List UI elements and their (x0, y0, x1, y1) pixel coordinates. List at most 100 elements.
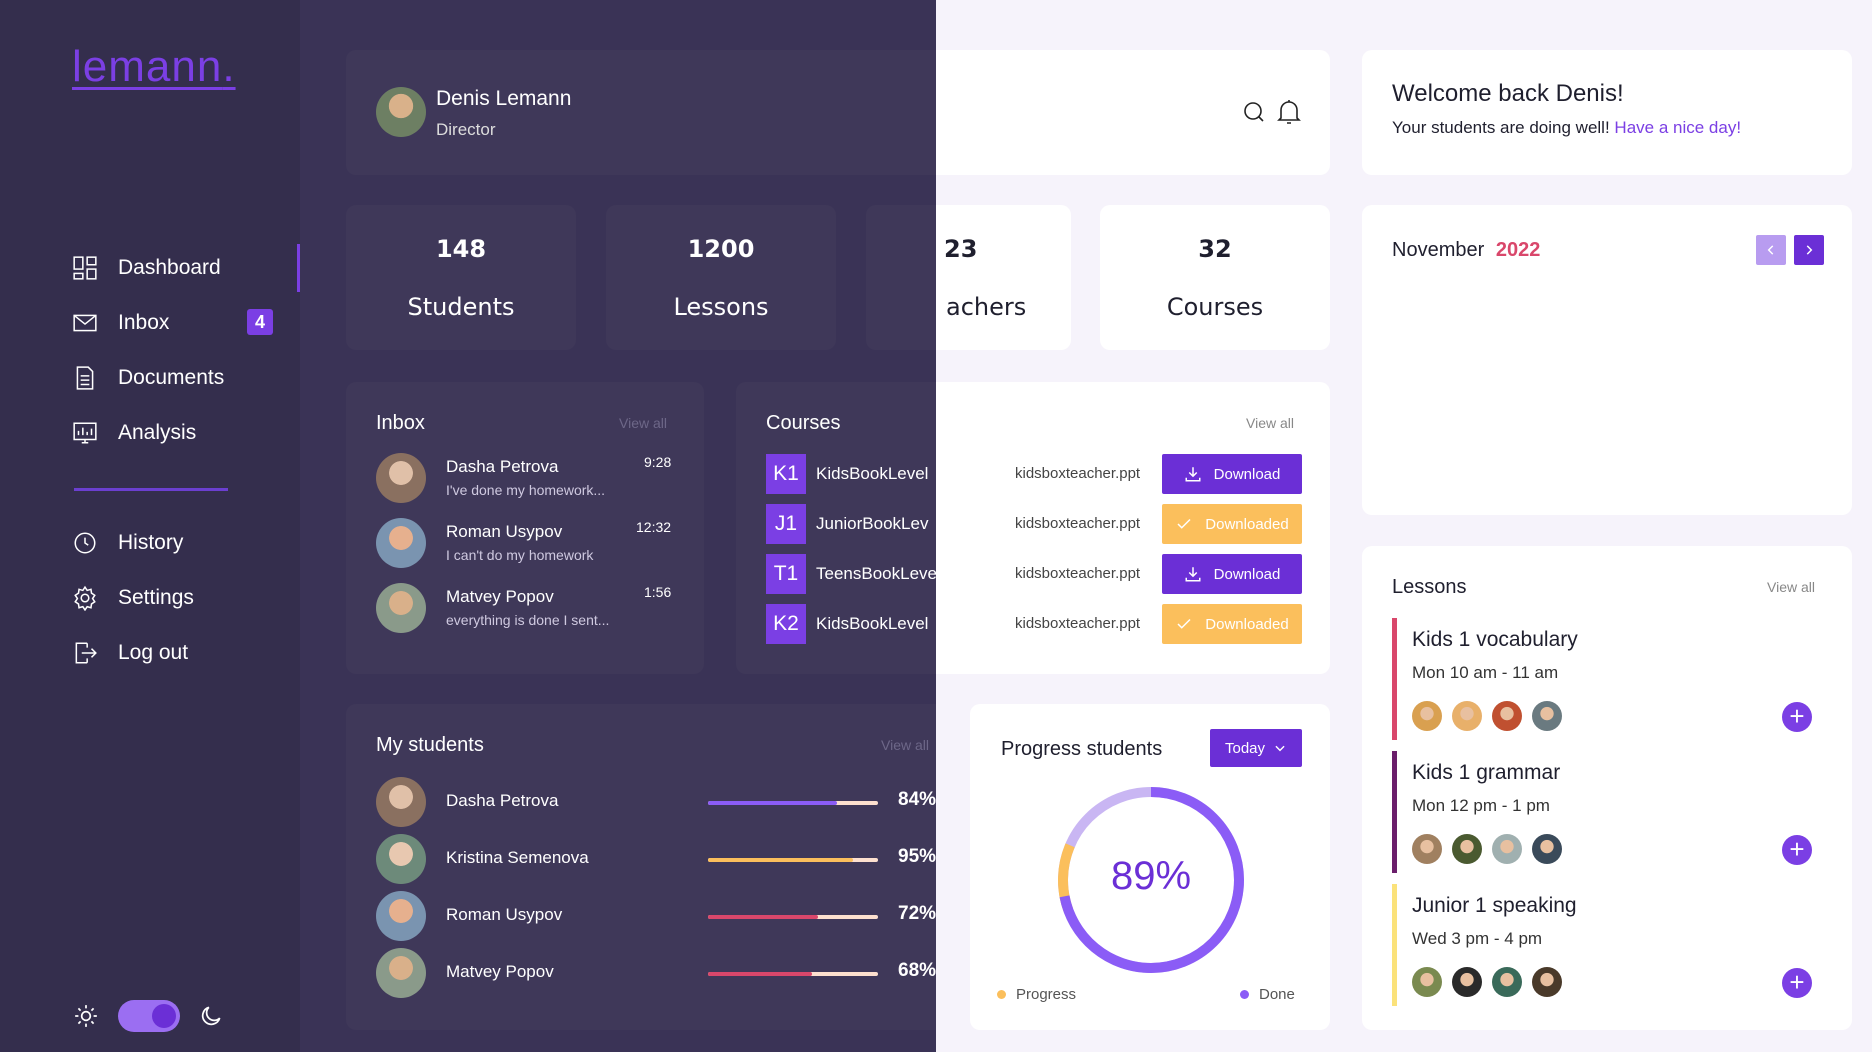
progress-value: 89% (1110, 854, 1192, 898)
chevron-right-icon (1806, 245, 1813, 255)
progress-fill (708, 915, 818, 919)
avatar (376, 453, 426, 503)
moon-icon[interactable] (198, 1003, 224, 1029)
search-icon[interactable] (1242, 100, 1266, 124)
student-percent: 68% (898, 960, 937, 981)
progress-fill (708, 972, 812, 976)
progress-fill (708, 858, 853, 862)
download-icon (1185, 467, 1201, 482)
nav-logout[interactable]: Log out (72, 633, 292, 673)
lesson-time: Wed 3 pm - 4 pm (1412, 929, 1543, 948)
lesson-title: Kids 1 vocabulary (1412, 628, 1578, 651)
add-button[interactable]: + (1782, 702, 1812, 732)
course-file: kidsboxteacher.ppt (1015, 565, 1141, 582)
prev-month-button[interactable] (1756, 235, 1786, 265)
students-view-all[interactable]: View all (881, 737, 929, 753)
avatar (1532, 834, 1562, 864)
progress-fill (708, 801, 837, 805)
student-name: Dasha Petrova (446, 791, 559, 810)
nav-documents[interactable]: Documents (72, 358, 292, 398)
nav-label: History (118, 531, 184, 554)
chevron-down-icon (1275, 745, 1285, 752)
add-button[interactable]: + (1782, 835, 1812, 865)
logo: lemann. (72, 42, 236, 91)
logout-icon (75, 642, 97, 664)
check-icon (1177, 518, 1191, 529)
user-role: Director (436, 120, 496, 139)
bell-icon[interactable] (1277, 98, 1301, 126)
stat-students: 148 Students (346, 205, 576, 350)
nav-settings[interactable]: Settings (72, 578, 292, 618)
message-preview: I've done my homework... (446, 482, 606, 498)
nav-dashboard[interactable]: Dashboard (72, 248, 292, 288)
lessons-view-all[interactable]: View all (1767, 579, 1815, 595)
avatar (1492, 967, 1522, 997)
legend-dot (997, 990, 1006, 999)
avatar (1452, 701, 1482, 731)
courses-names-clip: K1 KidsBookLevel J1 JuniorBookLev T1 Tee… (736, 382, 936, 674)
avatar (1452, 967, 1482, 997)
inbox-view-all[interactable]: View all (619, 415, 667, 431)
nav-divider (74, 488, 228, 491)
inbox-title: Inbox (376, 412, 425, 434)
message-preview: I can't do my homework (446, 547, 594, 563)
avatar (376, 518, 426, 568)
lesson-color-bar (1392, 618, 1397, 740)
lessons-title: Lessons (1392, 576, 1467, 598)
student-percent: 95% (898, 846, 937, 867)
inbox-card: Inbox View all Dasha Petrova I've done m… (346, 382, 704, 674)
message-time: 1:56 (644, 584, 672, 600)
history-icon (74, 532, 96, 554)
course-name: JuniorBookLev (816, 514, 929, 533)
students-card: My students View all (346, 704, 936, 1030)
download-icon (1185, 567, 1201, 582)
nav-label: Analysis (118, 421, 197, 444)
inbox-badge: 4 (247, 309, 273, 335)
courses-view-all[interactable]: View all (1246, 415, 1294, 431)
period-dropdown[interactable]: Today (1210, 729, 1302, 767)
nav-history[interactable]: History (72, 523, 292, 563)
active-indicator (297, 244, 300, 292)
next-month-button[interactable] (1794, 235, 1824, 265)
sender-name: Roman Usypov (446, 522, 563, 541)
avatar (1532, 967, 1562, 997)
download-button[interactable]: Download (1162, 454, 1302, 494)
add-button[interactable]: + (1782, 968, 1812, 998)
nav-analysis[interactable]: Analysis (72, 413, 292, 453)
theme-toggle[interactable] (118, 1000, 180, 1032)
student-name: Kristina Semenova (446, 848, 589, 867)
downloaded-button[interactable]: Downloaded (1162, 604, 1302, 644)
lesson-title: Junior 1 speaking (1412, 894, 1577, 917)
nav-label: Dashboard (118, 256, 221, 279)
chevron-left-icon (1767, 245, 1774, 255)
student-name: Roman Usypov (446, 905, 563, 924)
document-icon (76, 366, 94, 390)
sender-name: Matvey Popov (446, 587, 554, 606)
sun-icon[interactable] (73, 1003, 99, 1029)
message-time: 12:32 (636, 519, 672, 535)
student-percent: 72% (898, 903, 937, 924)
avatar (1492, 701, 1522, 731)
nav-label: Settings (118, 586, 194, 609)
student-name: Matvey Popov (446, 962, 554, 981)
header-card: Denis Lemann Director (346, 50, 1330, 175)
lesson-time: Mon 12 pm - 1 pm (1412, 796, 1550, 815)
avatar (1452, 834, 1482, 864)
message-preview: everything is done I sent... (446, 612, 610, 628)
course-code: K1 (766, 454, 806, 494)
welcome-card: Welcome back Denis! Your students are do… (1362, 50, 1852, 175)
gear-icon (74, 585, 96, 611)
course-name: KidsBookLevel (816, 464, 929, 483)
download-button[interactable]: Download (1162, 554, 1302, 594)
nav-inbox[interactable]: Inbox 4 (72, 303, 292, 343)
avatar (1412, 701, 1442, 731)
avatar[interactable] (376, 87, 426, 137)
welcome-text: Your students are doing well! Have a nic… (1392, 118, 1742, 137)
stat-courses: 32 Courses (1100, 205, 1330, 350)
progress-card: Progress students Today 89% Progress Don… (970, 704, 1330, 1030)
progress-title: Progress students (1001, 738, 1163, 760)
courses-title: Courses (766, 412, 841, 434)
course-name: TeensBookLeve (816, 564, 936, 583)
course-code: J1 (766, 504, 806, 544)
downloaded-button[interactable]: Downloaded (1162, 504, 1302, 544)
